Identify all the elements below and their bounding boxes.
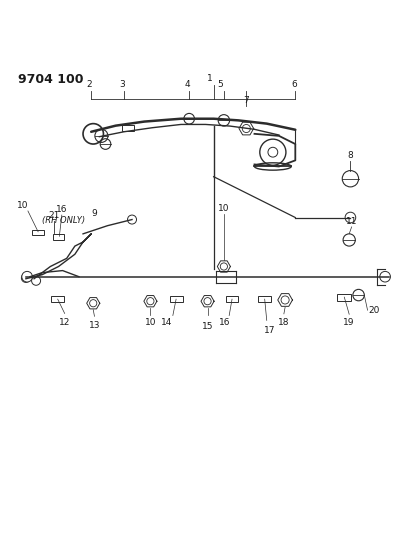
Text: 16: 16 <box>55 205 67 214</box>
Text: 4: 4 <box>184 80 190 90</box>
Text: 10: 10 <box>218 205 230 213</box>
Text: 2: 2 <box>86 80 92 90</box>
Text: 18: 18 <box>278 318 290 327</box>
Text: 1: 1 <box>207 74 212 83</box>
Bar <box>226 296 238 302</box>
Bar <box>258 296 271 302</box>
Text: 9: 9 <box>92 209 97 219</box>
Text: 10: 10 <box>145 318 156 327</box>
Text: 5: 5 <box>218 80 224 90</box>
Text: 15: 15 <box>202 322 213 331</box>
Circle shape <box>22 271 32 282</box>
Circle shape <box>21 273 30 282</box>
Text: 10: 10 <box>17 201 29 210</box>
Text: 13: 13 <box>89 321 100 330</box>
Text: 20: 20 <box>368 306 379 314</box>
Circle shape <box>380 271 390 282</box>
Text: 3: 3 <box>119 80 125 90</box>
Text: 19: 19 <box>344 318 355 327</box>
Text: 9704 100: 9704 100 <box>18 72 83 86</box>
Bar <box>32 230 44 236</box>
Bar <box>53 234 64 240</box>
Circle shape <box>32 276 41 285</box>
Circle shape <box>345 212 356 223</box>
Text: 21: 21 <box>48 211 59 220</box>
Text: (RH ONLY): (RH ONLY) <box>42 216 85 225</box>
Bar <box>170 296 182 302</box>
Text: 7: 7 <box>243 96 249 105</box>
Text: 8: 8 <box>348 150 353 159</box>
Text: 12: 12 <box>59 318 70 327</box>
Text: 16: 16 <box>219 318 231 327</box>
Circle shape <box>127 215 136 224</box>
Bar <box>122 125 134 131</box>
Text: 6: 6 <box>292 80 298 90</box>
Bar <box>337 294 351 301</box>
Bar <box>51 296 64 302</box>
Text: 17: 17 <box>264 326 276 335</box>
Text: 11: 11 <box>346 217 358 225</box>
Text: 14: 14 <box>161 318 172 327</box>
